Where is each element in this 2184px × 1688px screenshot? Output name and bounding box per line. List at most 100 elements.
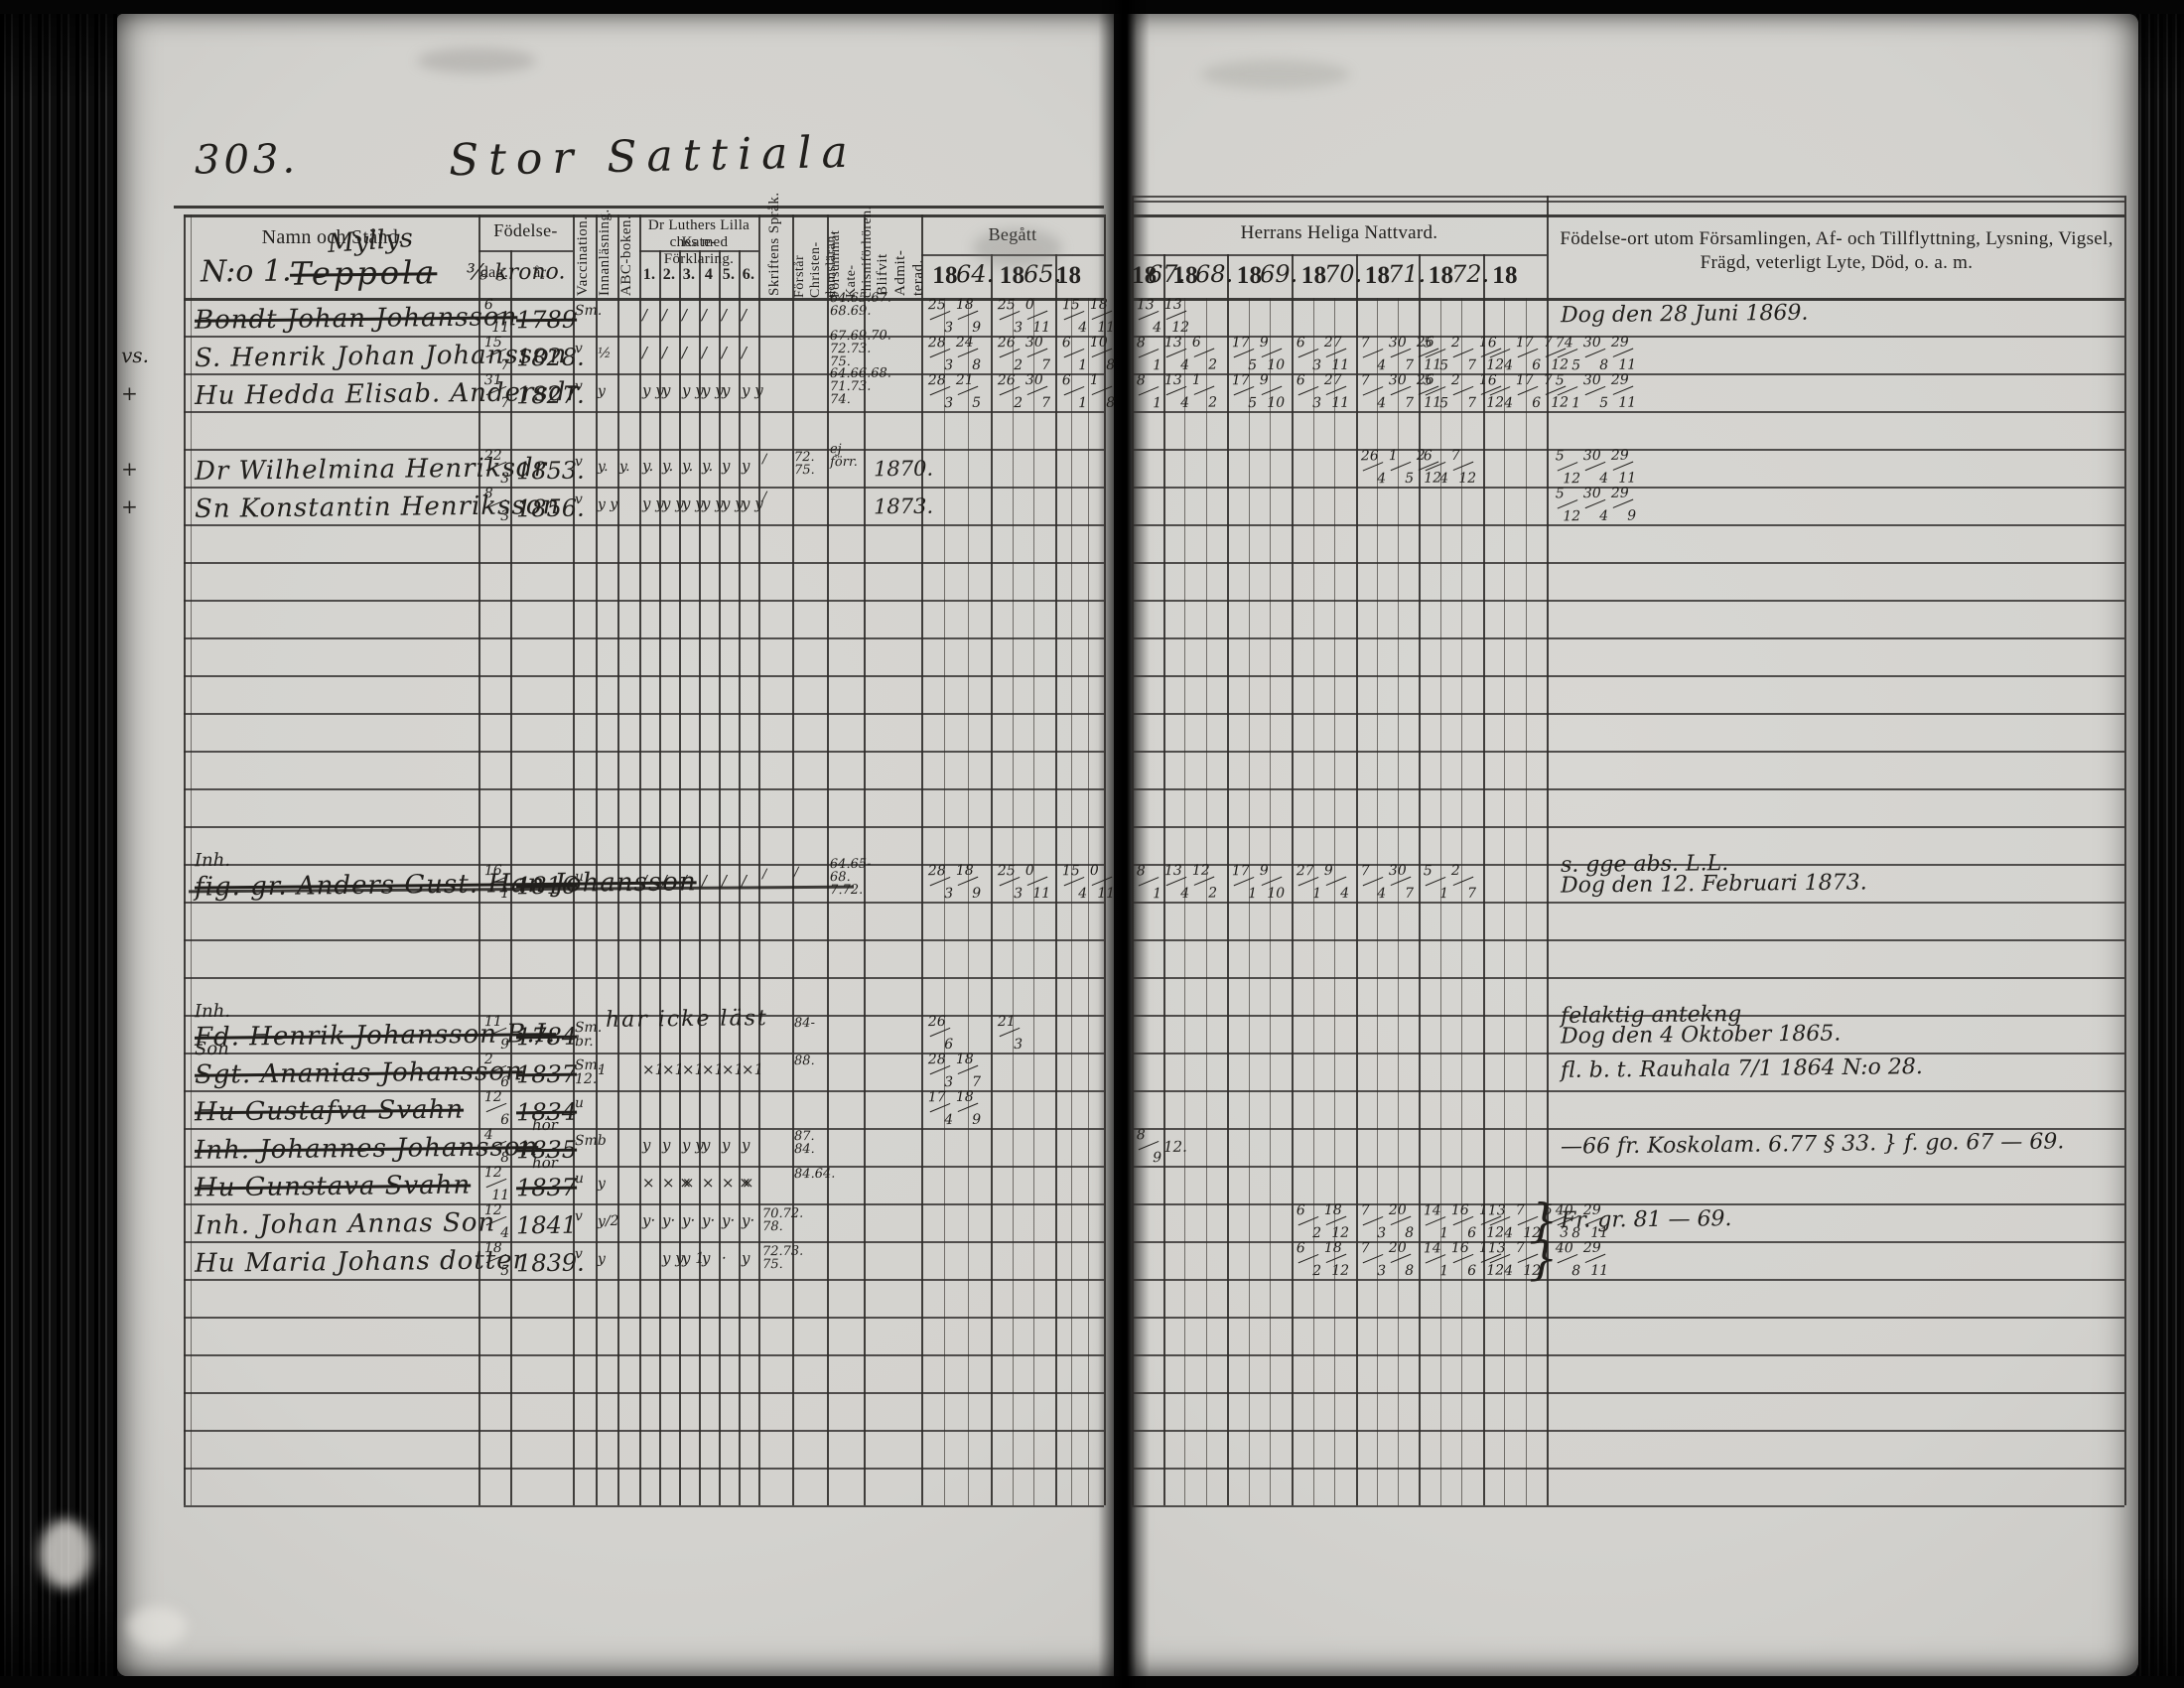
grid-horizontal-line	[1132, 254, 1547, 256]
date-fraction: 13 4	[1163, 862, 1190, 902]
communion-dates: 13 4 13 12	[1136, 297, 1191, 336]
col-header-birth-year: år.	[533, 264, 550, 281]
grid-horizontal-line	[184, 864, 1104, 866]
col-header-nattvard: Herrans Heliga Nattvard.	[1240, 222, 1438, 243]
communion-dates: 6 3 27 11	[1296, 335, 1351, 373]
grid-horizontal-line	[184, 902, 1104, 904]
scripture-mark: ∕	[761, 867, 767, 883]
date-fraction: 15 4	[1061, 297, 1088, 337]
grid-horizontal-line	[184, 562, 1104, 564]
grid-horizontal-line	[184, 1203, 1104, 1205]
date-fraction: 12 4	[483, 1201, 510, 1241]
birth-day: 12 6	[483, 1089, 511, 1128]
catechism-mark: ×1	[681, 1059, 705, 1079]
grid-horizontal-line	[1132, 939, 2124, 941]
communion-dates: 8 1 13 4 12 2	[1136, 862, 1219, 903]
catechism-mark: y·	[701, 1210, 716, 1230]
date-fraction: 15 4	[1061, 863, 1088, 903]
grid-horizontal-line	[184, 298, 1104, 301]
grid-vertical-line	[739, 250, 741, 1505]
communion-dates: 7 3 20 8	[1360, 1240, 1416, 1279]
admitted-year: 1873.	[873, 493, 934, 519]
wear-spot	[127, 1607, 187, 1646]
bottom-cover-band	[0, 1676, 2184, 1688]
grid-horizontal-line	[921, 254, 1104, 256]
communion-dates: 17 5 9 10	[1231, 335, 1287, 373]
catechism-mark: ∕	[641, 871, 648, 891]
group-land-share: ⅜ krono.	[466, 259, 566, 286]
date-fraction: 0 11	[1024, 862, 1051, 902]
missed-years: 64.65.67. 68.69.	[829, 290, 892, 320]
reading-mark: y.	[597, 458, 609, 476]
year-printed: 18	[999, 262, 1025, 289]
catechism-mark: y y	[701, 493, 724, 513]
year-printed: 18	[1236, 262, 1263, 289]
date-fraction: 16 6	[1450, 1201, 1477, 1241]
grid-horizontal-line	[184, 1279, 1104, 1281]
date-fraction: 14 1	[1423, 1202, 1449, 1242]
vaccination-mark: u	[574, 1095, 585, 1112]
stain	[417, 48, 536, 73]
col-header-catechism-part: 5.	[722, 266, 736, 283]
catechism-mark: ∕	[641, 305, 648, 325]
communion-dates: 27 1 9 4	[1296, 862, 1351, 902]
col-header-reading: Innanläsning.	[597, 209, 613, 296]
date-fraction: 20 8	[1388, 1201, 1415, 1241]
date-fraction: 16 1	[483, 862, 510, 902]
communion-dates: 26 2 30 7	[997, 335, 1052, 373]
grid-horizontal-line	[184, 1090, 1104, 1092]
catechism-mark: ×	[701, 1173, 715, 1193]
grid-horizontal-line	[1132, 977, 2124, 979]
grid-horizontal-line	[478, 250, 573, 252]
grid-horizontal-line	[1132, 1090, 2124, 1092]
grid-horizontal-line	[1132, 449, 2124, 451]
grid-horizontal-line	[184, 1053, 1104, 1055]
date-fraction: 7 12	[1450, 447, 1477, 487]
grid-horizontal-line	[184, 411, 1104, 413]
grid-horizontal-line	[184, 939, 1104, 941]
missed-years: 67.69.70. 72.73. 75.	[829, 328, 891, 370]
catechism-mark: y·	[641, 1210, 656, 1230]
catechism-mark: ×	[681, 1173, 695, 1193]
date-fraction: 28 3	[927, 335, 954, 374]
date-fraction: 5 12	[1555, 486, 1581, 525]
col-header-catechism-part: 3.	[682, 266, 696, 283]
grid-vertical-line	[510, 250, 512, 1505]
birth-day: 18 5	[483, 1240, 511, 1279]
reading-mark: ½	[597, 345, 612, 362]
catechism-mark: y·	[721, 1210, 736, 1230]
date-fraction: 13 4	[1487, 1202, 1514, 1242]
page-number: 303.	[194, 136, 300, 184]
date-fraction: 6 11	[483, 297, 510, 337]
vaccination-mark: v	[574, 454, 584, 471]
group-name: Teppola	[289, 253, 438, 293]
vaccination-mark: Sm.	[574, 302, 603, 320]
catechism-mark: ·	[721, 1248, 727, 1268]
col-header-abc: ABC-boken.	[618, 214, 634, 296]
grid-horizontal-line	[184, 1505, 1104, 1507]
reading-mark: 1	[597, 1061, 608, 1079]
book-right-page-stack	[2136, 0, 2184, 1688]
communion-dates: 28 3 18 7	[927, 1052, 983, 1090]
vaccination-mark: u	[574, 1171, 585, 1188]
date-fraction: 16 6	[1450, 1239, 1477, 1279]
date-fraction: 12 11	[483, 1164, 510, 1204]
catechism-mark: y	[741, 456, 751, 476]
col-header-birth-day: dag.	[479, 264, 509, 281]
catechism-mark: y.	[661, 456, 674, 476]
grid-horizontal-line	[1132, 562, 2124, 564]
grid-horizontal-line	[1132, 713, 2124, 715]
year-printed: 18	[1364, 262, 1391, 289]
date-fraction: 29 11	[1610, 334, 1637, 373]
date-fraction: 26 4	[1360, 448, 1387, 488]
catechism-mark: y	[721, 456, 731, 476]
date-fraction: 15 7	[483, 334, 510, 373]
birth-year: 1837	[515, 1059, 578, 1089]
note-fractions: 5 12 30 4 29 11	[1555, 448, 1638, 488]
grid-vertical-line	[478, 214, 480, 1505]
